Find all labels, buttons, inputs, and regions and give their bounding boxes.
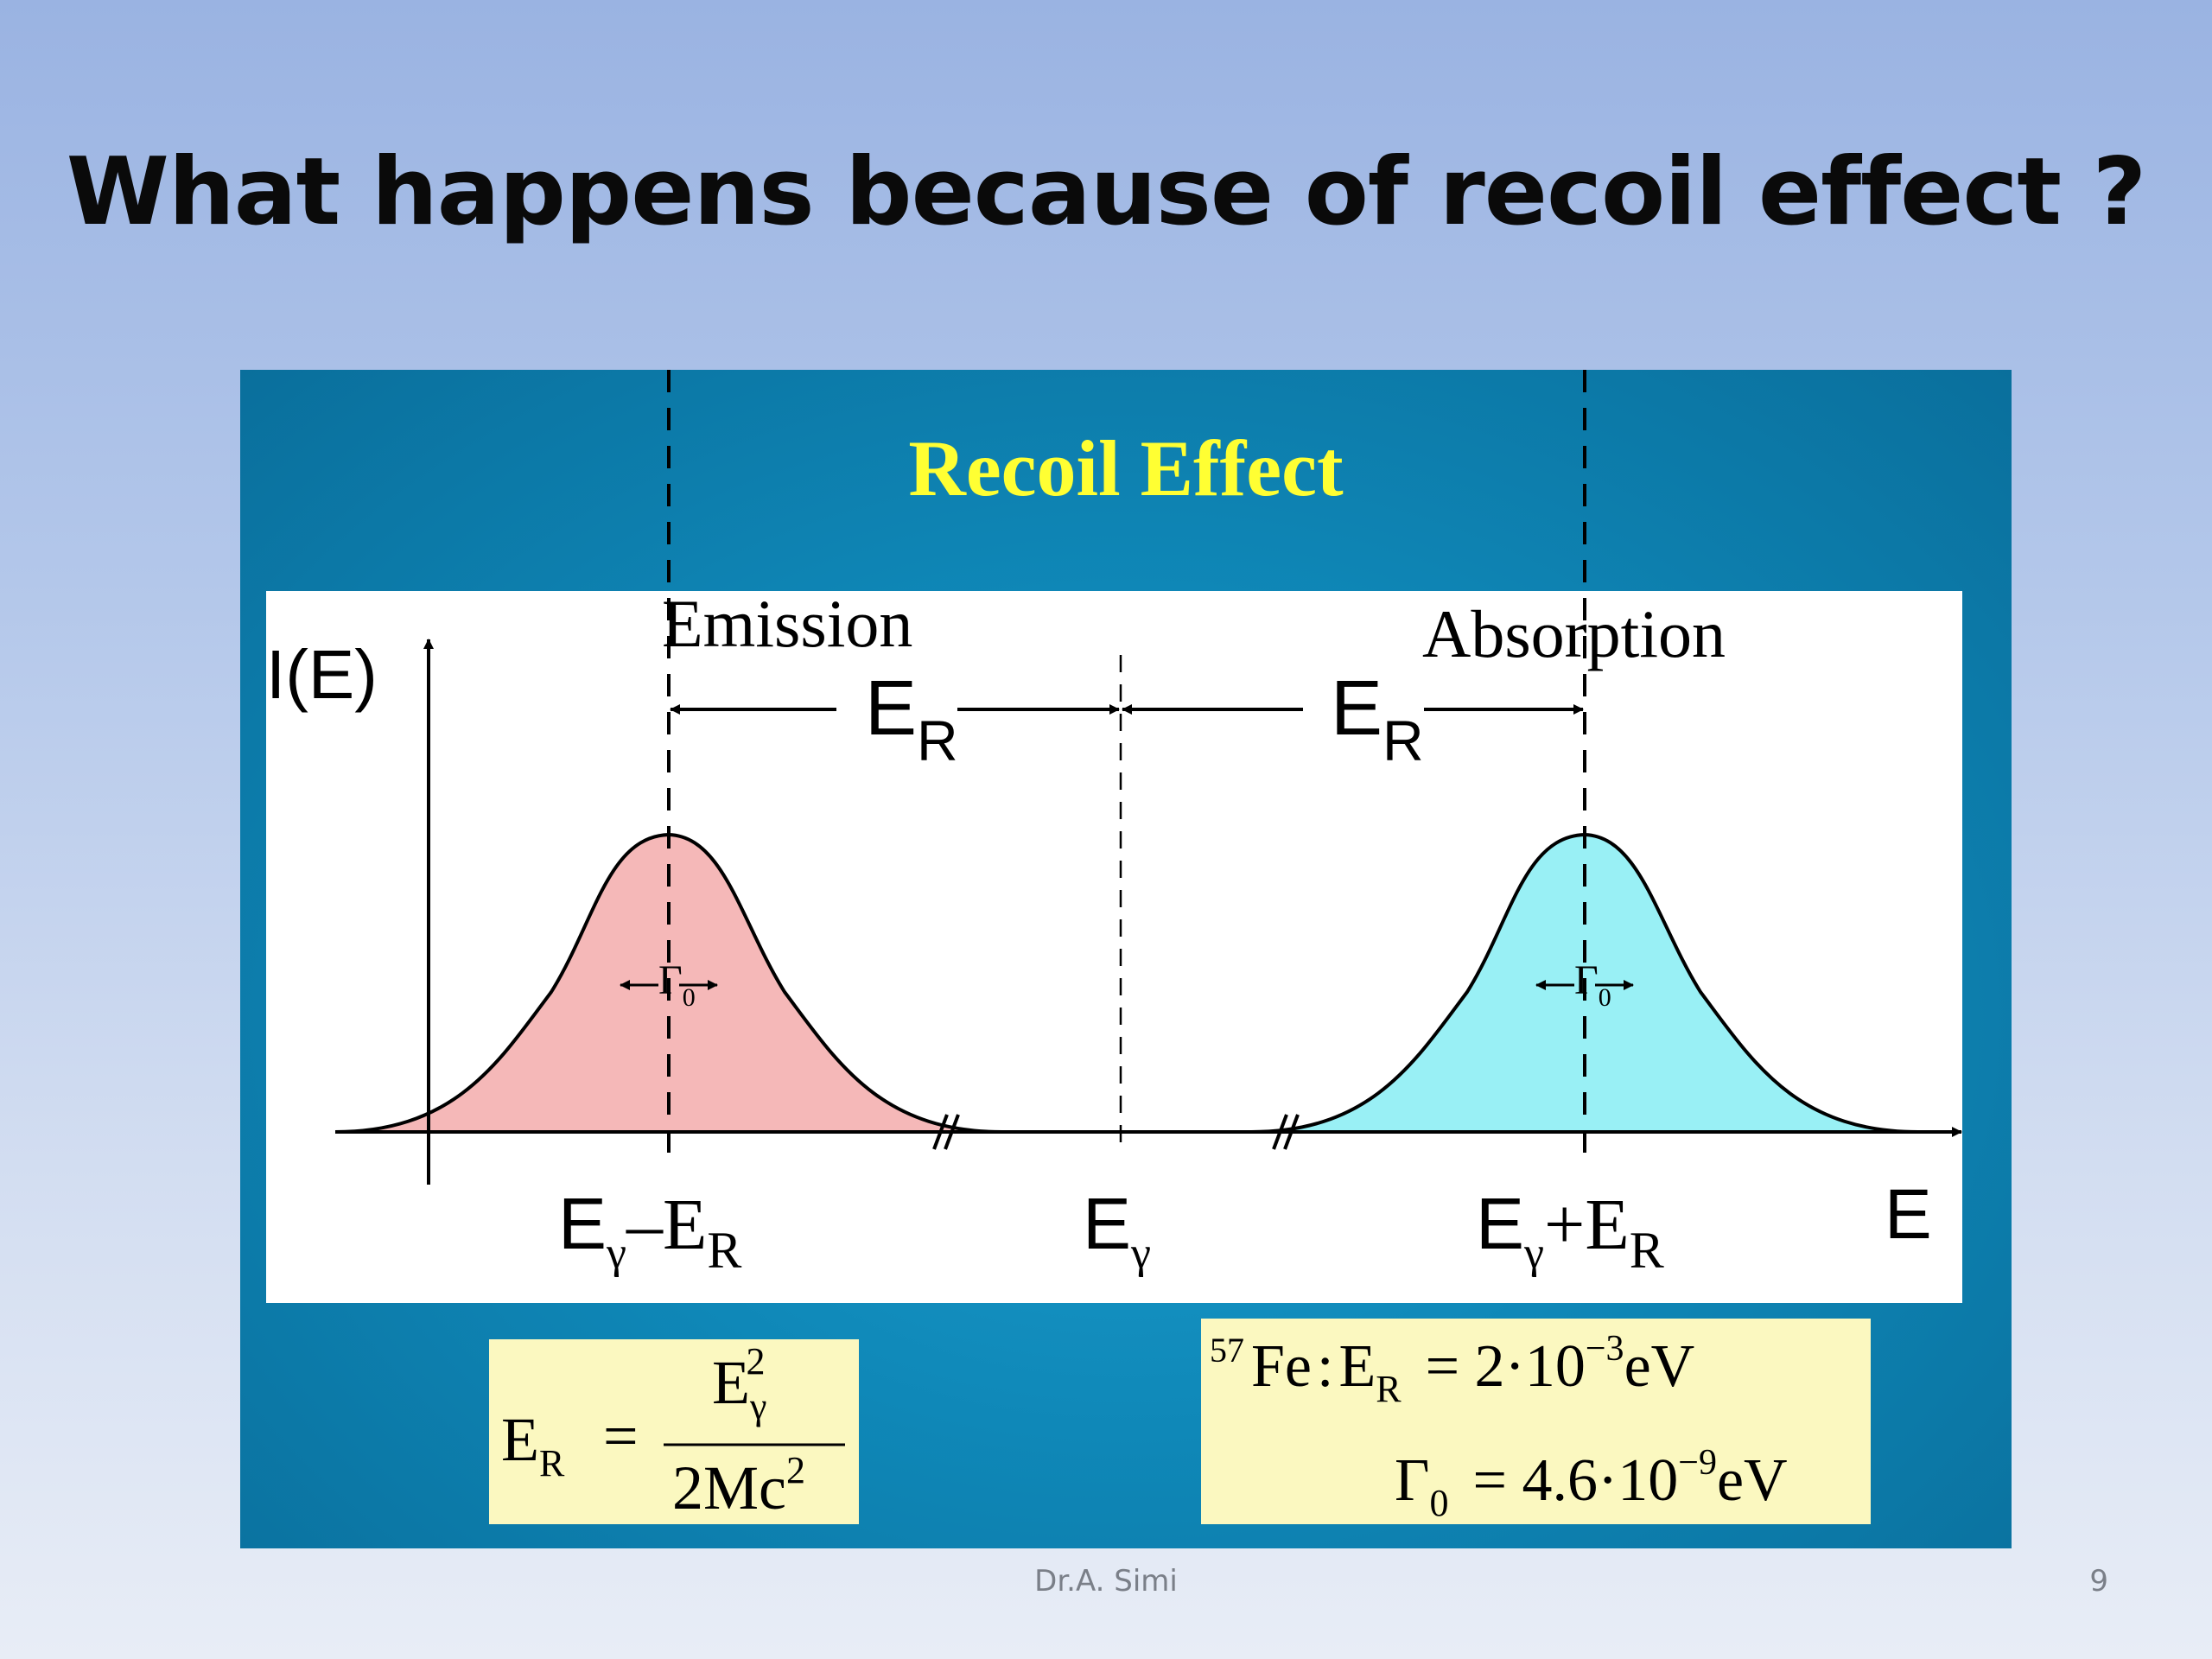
- linewidth-label-emission: Γ0: [658, 957, 696, 1012]
- svg-text:ER: ER: [501, 1405, 565, 1484]
- x-axis-label: E: [1885, 1175, 1932, 1254]
- footer-author: Dr.A. Simi: [1034, 1564, 1178, 1599]
- recoil-effect-diagram: Recoil Effect I(E) E Emission Absorption: [266, 370, 1962, 1524]
- emission-label: Emission: [662, 586, 912, 661]
- svg-text:=: =: [603, 1402, 639, 1471]
- recoil-energy-formula-box: [489, 1339, 859, 1524]
- figure-heading: Recoil Effect: [908, 424, 1344, 512]
- fe57-values: 57 Fe:ER = 2·10−3eV Γ0 = 4.6·10−9eV: [1210, 1329, 1788, 1524]
- y-axis-label: I(E): [266, 636, 378, 713]
- linewidth-label-absorption: Γ0: [1574, 957, 1611, 1012]
- recoil-energy-formula: ER = Eγ2 2Mc2: [501, 1340, 845, 1522]
- tick-label-emission-energy: Eγ–ER: [558, 1183, 741, 1279]
- slide-number: 9: [2089, 1564, 2108, 1599]
- shift-label-right: ER: [1331, 665, 1424, 772]
- tick-label-absorption-energy: Eγ+ER: [1476, 1183, 1664, 1279]
- fe57-values-box: [1201, 1319, 1871, 1524]
- svg-text:Γ0= 4.6·10−9eV: Γ0 = 4.6·10−9eV: [1395, 1443, 1788, 1524]
- axis-break-right: [1272, 1114, 1300, 1150]
- shift-label-left: ER: [865, 665, 958, 772]
- tick-label-egamma: Eγ: [1083, 1183, 1151, 1278]
- absorption-label: Absorption: [1422, 596, 1726, 671]
- axis-break-left: [932, 1114, 960, 1150]
- figure-panel: Recoil Effect I(E) E Emission Absorption: [240, 370, 2012, 1548]
- svg-text:Eγ2: Eγ2: [712, 1340, 766, 1427]
- svg-text:2Mc2: 2Mc2: [672, 1449, 805, 1522]
- slide-title: What happens because of recoil effect ?: [66, 138, 2147, 246]
